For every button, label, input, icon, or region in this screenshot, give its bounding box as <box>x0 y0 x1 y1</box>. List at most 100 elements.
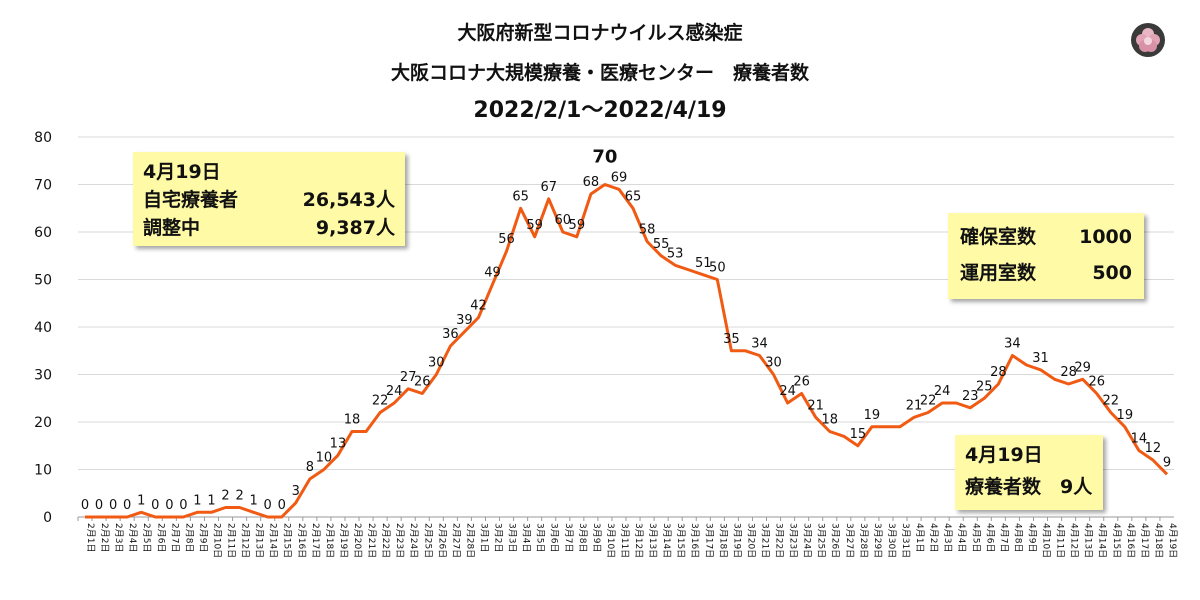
x-tick-label: 2月20日 <box>352 523 363 558</box>
y-tick-label: 80 <box>34 130 52 146</box>
x-tick-label: 3月18日 <box>717 523 728 558</box>
x-tick-label: 4月17日 <box>1139 523 1150 558</box>
data-label: 21 <box>906 398 923 413</box>
home-care-value: 26,543人 <box>302 189 395 211</box>
x-tick-label: 2月28日 <box>464 523 475 558</box>
data-label: 0 <box>109 498 117 513</box>
data-label: 0 <box>151 498 159 513</box>
x-tick-label: 2月22日 <box>380 523 391 558</box>
x-tick-label: 4月4日 <box>956 523 967 552</box>
operating-rooms-label: 運用室数 <box>960 262 1037 284</box>
x-tick-label: 2月24日 <box>408 523 419 558</box>
data-label: 31 <box>1032 351 1049 366</box>
data-label: 0 <box>123 498 131 513</box>
data-label: 9 <box>1163 455 1171 470</box>
data-label: 68 <box>583 175 600 190</box>
x-tick-label: 2月2日 <box>99 523 110 552</box>
x-tick-label: 4月10日 <box>1041 523 1052 558</box>
x-tick-label: 3月31日 <box>900 523 911 558</box>
today-patients: 療養者数 9人 <box>965 476 1093 498</box>
x-tick-label: 2月7日 <box>169 523 180 552</box>
data-label: 53 <box>667 246 684 261</box>
data-label: 12 <box>1145 441 1162 456</box>
x-tick-label: 3月17日 <box>703 523 714 558</box>
adjusting-label: 調整中 <box>143 217 201 239</box>
data-label: 18 <box>344 413 361 428</box>
x-tick-label: 4月2日 <box>928 523 939 552</box>
x-tick-label: 2月15日 <box>282 523 293 558</box>
data-label: 26 <box>414 375 431 390</box>
data-label: 22 <box>372 394 389 409</box>
y-tick-label: 40 <box>34 320 52 336</box>
data-label: 8 <box>306 460 314 475</box>
data-label: 29 <box>1074 360 1091 375</box>
home-callout-date: 4月19日 <box>143 161 221 183</box>
x-tick-label: 3月23日 <box>788 523 799 558</box>
x-tick-label: 2月14日 <box>268 523 279 558</box>
data-label: 58 <box>639 223 656 238</box>
data-label: 49 <box>484 265 501 280</box>
x-tick-label: 3月8日 <box>577 523 588 552</box>
adjusting-value: 9,387人 <box>315 217 395 239</box>
x-tick-label: 3月6日 <box>549 523 560 552</box>
data-label: 60 <box>554 213 571 228</box>
x-tick-label: 4月6日 <box>984 523 995 552</box>
x-tick-label: 2月9日 <box>197 523 208 552</box>
x-tick-label: 2月27日 <box>450 523 461 558</box>
data-label: 51 <box>695 256 712 271</box>
x-tick-label: 3月14日 <box>661 523 672 558</box>
x-tick-label: 3月2日 <box>493 523 504 552</box>
data-label: 2 <box>221 489 229 504</box>
y-tick-label: 50 <box>34 273 52 289</box>
data-label: 26 <box>793 375 810 390</box>
x-tick-label: 4月1日 <box>914 523 925 552</box>
data-label: 23 <box>962 389 979 404</box>
chart-title-line1: 大阪府新型コロナウイルス感染症 <box>457 22 743 44</box>
x-tick-label: 2月26日 <box>436 523 447 558</box>
x-tick-label: 3月30日 <box>886 523 897 558</box>
data-label: 1 <box>193 493 201 508</box>
home-care-label: 自宅療養者 <box>143 189 239 211</box>
peak-label: 70 <box>592 147 617 168</box>
data-labels: 0 0 0 0 1 0 0 0 1 1 2 2 1 0 03810131822242726303639424… <box>81 147 1171 514</box>
data-label: 67 <box>540 180 557 195</box>
x-tick-label: 3月27日 <box>844 523 855 558</box>
data-label: 36 <box>442 327 459 342</box>
chart-title-line2: 大阪コロナ大規模療養・医療センター 療養者数 <box>390 62 809 84</box>
x-tick-label: 2月21日 <box>366 523 377 558</box>
x-tick-label: 2月5日 <box>141 523 152 552</box>
x-tick-label: 2月23日 <box>394 523 405 558</box>
data-label: 56 <box>498 232 515 247</box>
x-tick-label: 3月1日 <box>478 523 489 552</box>
rooms-callout: 確保室数 1000 運用室数 500 <box>948 213 1144 299</box>
data-label: 18 <box>821 413 838 428</box>
data-label: 30 <box>428 356 445 371</box>
data-label: 2 <box>235 489 243 504</box>
data-label: 14 <box>1131 432 1148 447</box>
data-label: 0 <box>179 498 187 513</box>
x-tick-label: 4月14日 <box>1097 523 1108 558</box>
y-tick-label: 20 <box>34 415 52 431</box>
x-tick-label: 4月13日 <box>1083 523 1094 558</box>
data-label: 34 <box>751 337 768 352</box>
data-label: 30 <box>765 356 782 371</box>
x-tick-label: 4月9日 <box>1026 523 1037 552</box>
y-tick-label: 10 <box>34 463 52 479</box>
data-label: 27 <box>400 370 417 385</box>
data-label: 50 <box>709 261 726 276</box>
data-label: 59 <box>526 218 543 233</box>
x-tick-label: 3月21日 <box>759 523 770 558</box>
x-tick-label: 3月19日 <box>731 523 742 558</box>
x-tick-label: 3月5日 <box>535 523 546 552</box>
data-label: 22 <box>920 394 937 409</box>
x-tick-label: 4月18日 <box>1153 523 1164 558</box>
x-tick-label: 2月17日 <box>310 523 321 558</box>
x-tick-label: 2月4日 <box>127 523 138 552</box>
data-label: 65 <box>625 189 642 204</box>
x-tick-label: 3月22日 <box>774 523 785 558</box>
x-axis: 2月1日 2月2日 2月3日 2月4日 2月5日 2月6日 2月7日 2月8日 2月9日 2月10… <box>77 517 1178 558</box>
x-tick-label: 2月19日 <box>338 523 349 558</box>
data-label: 26 <box>1088 375 1105 390</box>
secured-rooms-label: 確保室数 <box>960 226 1037 248</box>
y-tick-label: 0 <box>43 510 52 526</box>
